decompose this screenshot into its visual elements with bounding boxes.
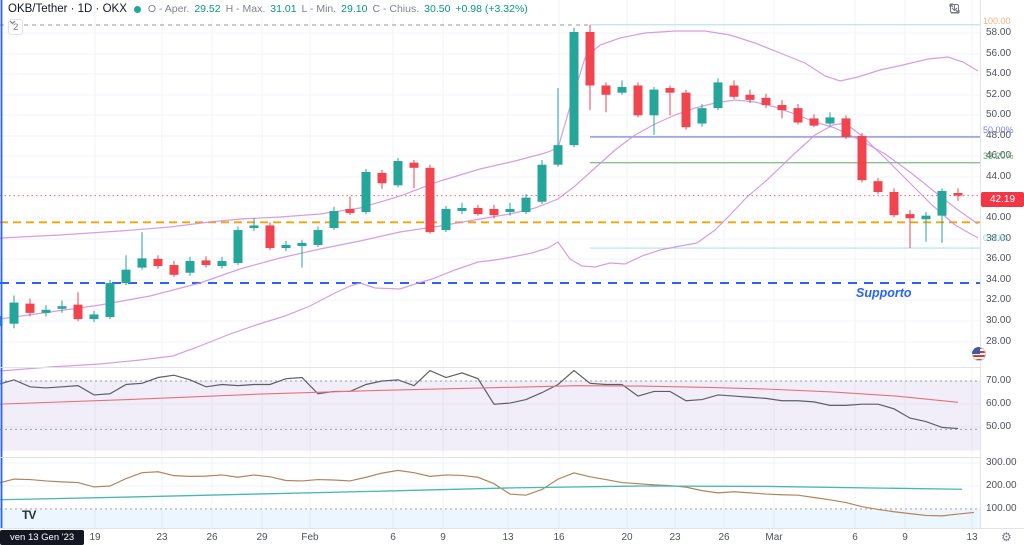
usd-flag-icon <box>972 347 986 361</box>
rsi-axis-label: 60.00 <box>986 398 1012 409</box>
time-axis-label: 26 <box>718 532 730 543</box>
price-axis-label: 32.00 <box>986 294 1012 305</box>
time-axis-label: Mar <box>765 532 783 543</box>
price-axis-label: 38.00 <box>986 233 1012 244</box>
high-label: H - Max. <box>225 3 266 15</box>
time-axis-label: 6 <box>852 532 858 543</box>
time-axis[interactable]: 19 23 26 29 Feb 6 9 13 16 20 23 26 Mar 6 9 13 <box>0 528 1024 545</box>
last-price-badge: 42.19 <box>981 192 1024 207</box>
time-axis-label: 29 <box>256 532 268 543</box>
time-axis-label: Feb <box>301 532 319 543</box>
time-axis-label: 9 <box>440 532 446 543</box>
time-axis-label: 20 <box>621 532 633 543</box>
price-axis-label: 58.00 <box>986 27 1012 38</box>
low-label: L - Min. <box>301 3 337 15</box>
fib-level-label: 38.20% <box>983 151 1014 161</box>
volume-axis-label: 300.00 <box>986 457 1017 468</box>
price-axis-label: 28.00 <box>986 336 1012 347</box>
chevron-down-icon <box>9 20 16 25</box>
fib-level-label: 100.00 <box>983 16 1011 26</box>
symbol-title[interactable]: OKB/Tether · 1D · OKX <box>8 3 127 15</box>
crosshair-date-tooltip: ven 13 Gen '23 <box>0 530 85 545</box>
price-axis-label: 48.00 <box>986 130 1012 141</box>
fib-level-label: 50.00% <box>983 125 1014 135</box>
time-axis-label: 6 <box>390 532 396 543</box>
low-value: 29.10 <box>341 3 368 15</box>
price-axis-label: 46.00 <box>986 150 1012 161</box>
close-value: 30.50 <box>424 3 451 15</box>
open-label: O - Aper. <box>147 3 190 15</box>
rsi-axis-label: 70.00 <box>986 375 1012 386</box>
close-label: C - Chius. <box>372 3 420 15</box>
time-axis-label: 13 <box>966 532 978 543</box>
price-axis-label: 52.00 <box>986 89 1012 100</box>
time-axis-label: 13 <box>502 532 514 543</box>
time-axis-label: 23 <box>156 532 168 543</box>
collapse-count: 2 <box>13 21 19 33</box>
change-value: +0.98 (+3.32%) <box>455 3 528 15</box>
open-value: 29.52 <box>194 3 221 15</box>
rsi-axis-label: 50.00 <box>986 421 1012 432</box>
price-axis[interactable]: 58.00 56.00 54.00 52.00 50.00 48.00 46.00 44.00… <box>980 0 1024 528</box>
time-axis-label: 19 <box>89 532 101 543</box>
time-axis-label: 26 <box>206 532 218 543</box>
maximize-pane-button[interactable] <box>949 3 981 17</box>
time-axis-label: 9 <box>902 532 908 543</box>
market-status-icon <box>133 5 141 13</box>
price-axis-label: 44.00 <box>986 171 1012 182</box>
fib-level-label: 0.00% <box>983 233 1009 243</box>
pane-separator-volume[interactable] <box>0 457 1024 458</box>
price-axis-label: 36.00 <box>986 253 1012 264</box>
time-axis-label: 16 <box>553 532 565 543</box>
pane-separator-rsi[interactable] <box>0 367 1024 368</box>
price-axis-label: 50.00 <box>986 109 1012 120</box>
price-axis-label: 56.00 <box>986 48 1012 59</box>
symbol-legend[interactable]: OKB/Tether · 1D · OKX O - Aper. 29.52 H … <box>8 3 528 15</box>
support-line-label[interactable]: Supporto <box>856 286 912 300</box>
price-chart-canvas[interactable] <box>0 0 980 528</box>
volume-axis-label: 100.00 <box>986 503 1017 514</box>
pane-controls <box>949 3 999 17</box>
close-pane-button[interactable] <box>949 3 999 17</box>
time-axis-label: 23 <box>669 532 681 543</box>
price-axis-label: 34.00 <box>986 274 1012 285</box>
time-axis-settings-gear-icon[interactable]: ⚙ <box>1001 530 1012 544</box>
tradingview-logo[interactable]: TV <box>22 508 36 522</box>
price-axis-label: 54.00 <box>986 68 1012 79</box>
indicators-collapse-button[interactable]: 2 <box>8 19 24 35</box>
high-value: 31.01 <box>270 3 297 15</box>
price-axis-label: 30.00 <box>986 315 1012 326</box>
volume-axis-label: 200.00 <box>986 480 1017 491</box>
price-axis-label: 40.00 <box>986 212 1012 223</box>
square-icon <box>949 3 960 14</box>
